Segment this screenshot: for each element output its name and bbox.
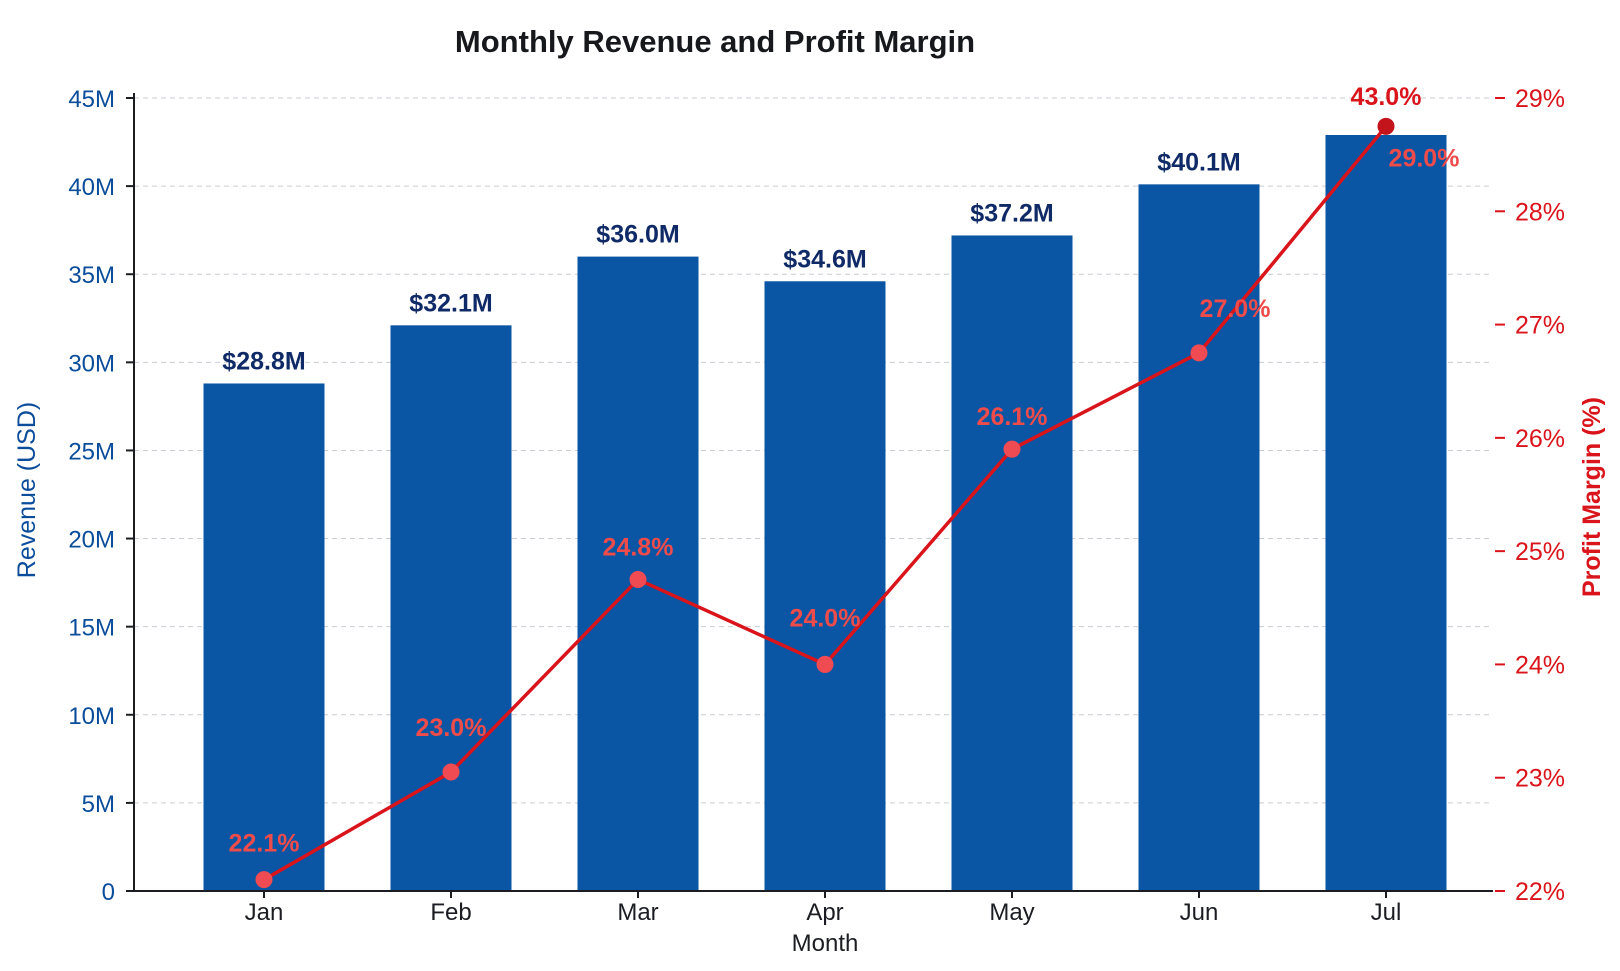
y-right-tick-label: 23% xyxy=(1515,765,1565,793)
x-tick-label: Feb xyxy=(430,899,471,926)
margin-point-feb xyxy=(442,763,460,781)
x-tick-label: Jan xyxy=(245,899,284,926)
top-annotation: 43.0% xyxy=(1351,83,1422,111)
point-label: 23.0% xyxy=(416,714,487,742)
bar-apr xyxy=(764,281,886,891)
bar-may xyxy=(951,235,1073,891)
bar-label: $36.0M xyxy=(596,221,679,249)
y-left-tick-label: 5M xyxy=(82,791,115,818)
y-right-tick-label: 25% xyxy=(1515,538,1565,566)
bar-feb xyxy=(390,325,512,891)
x-tick-label: Jun xyxy=(1180,899,1219,926)
bar-label: $34.6M xyxy=(783,245,866,273)
y-right-tick-label: 26% xyxy=(1515,425,1565,453)
point-label: 26.1% xyxy=(977,403,1048,431)
margin-point-may xyxy=(1003,440,1021,458)
y-right-tick-label: 22% xyxy=(1515,878,1565,906)
bar-label: $40.1M xyxy=(1157,148,1240,176)
y-right-tick-label: 28% xyxy=(1515,198,1565,226)
bar-label: $28.8M xyxy=(222,347,305,375)
point-label: 29.0% xyxy=(1389,144,1460,172)
y-right-tick-label: 27% xyxy=(1515,312,1565,340)
point-label: 24.0% xyxy=(790,604,861,632)
y-left-tick-label: 10M xyxy=(68,703,115,730)
x-axis-label: Month xyxy=(792,930,859,957)
y-right-tick-label: 29% xyxy=(1515,85,1565,113)
point-label: 27.0% xyxy=(1200,295,1271,323)
y-right-axis-label: Profit Margin (%) xyxy=(1578,397,1606,597)
point-label: 22.1% xyxy=(229,830,300,858)
margin-point-jan xyxy=(255,871,273,889)
y-left-tick-label: 15M xyxy=(68,615,115,642)
bar-label: $37.2M xyxy=(970,199,1053,227)
x-tick-label: Apr xyxy=(806,899,843,926)
x-tick-label: May xyxy=(989,899,1034,926)
y-left-tick-label: 35M xyxy=(68,262,115,289)
y-left-tick-label: 0 xyxy=(102,879,115,906)
margin-point-jun xyxy=(1190,344,1208,362)
y-left-tick-label: 30M xyxy=(68,350,115,377)
axes: 0 5M 10M 15M 20M 25M 30M 35M 40M 45M 22% 23% 24% 25% 2… xyxy=(68,85,1565,926)
margin-point-jul xyxy=(1377,117,1395,135)
bar-jan xyxy=(203,383,325,891)
y-left-tick-label: 20M xyxy=(68,527,115,554)
y-left-axis-label: Revenue (USD) xyxy=(13,402,41,578)
bar-jul xyxy=(1325,135,1447,892)
y-left-tick-label: 25M xyxy=(68,438,115,465)
y-left-tick-label: 45M xyxy=(68,86,115,113)
x-tick-label: Mar xyxy=(617,899,658,926)
data-labels: $28.8M $32.1M $36.0M $34.6M $37.2M $40.1M 22.1… xyxy=(222,83,1459,858)
y-right-tick-label: 24% xyxy=(1515,651,1565,679)
chart-title: Monthly Revenue and Profit Margin xyxy=(455,24,975,59)
x-tick-label: Jul xyxy=(1371,899,1402,926)
bar-label: $32.1M xyxy=(409,289,492,317)
y-left-tick-label: 40M xyxy=(68,174,115,201)
point-label: 24.8% xyxy=(603,533,674,561)
margin-point-mar xyxy=(629,570,647,588)
margin-point-apr xyxy=(816,655,834,673)
bar-jun xyxy=(1138,184,1260,892)
margin-line xyxy=(255,117,1395,889)
